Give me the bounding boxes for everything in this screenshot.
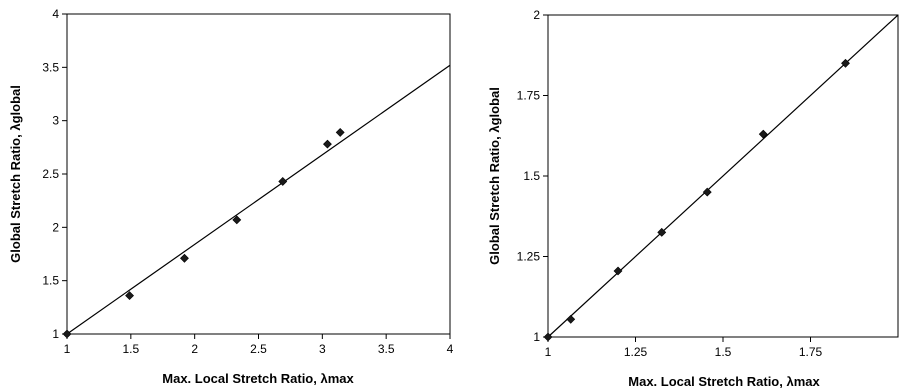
y-tick-label: 1.75 [517,89,541,103]
chart-right: 1 1.25 1.5 1.75 1 1.25 1.5 1.75 2 Max. Local St… [487,8,899,388]
y-tick-label: 1.5 [42,274,59,288]
y-tick-label: 1 [52,327,59,341]
x-tick-label: 3 [319,342,326,356]
data-point-diamond [566,314,576,324]
data-point-diamond [232,215,242,225]
data-point-diamond [702,187,712,197]
data-point-diamond [543,332,553,342]
y-tick-label: 1 [533,330,540,344]
data-point-diamond [125,291,134,301]
x-tick-label: 1.75 [799,345,823,359]
chart-left: 1 1.5 2 2.5 3 3.5 4 1 1.5 2 2.5 3 3.5 4 Max. Local S… [8,7,454,386]
y-tick-label: 2.5 [42,167,59,181]
x-ticks-right: 1 1.25 1.5 1.75 [545,337,823,359]
y-tick-label: 4 [52,7,59,21]
data-point-diamond [180,253,189,263]
data-point-diamond [335,127,345,137]
fit-line [547,14,899,338]
data-point-diamond [657,227,667,237]
marks-left [62,64,451,339]
y-tick-label: 1.25 [517,250,541,264]
x-tick-label: 1.5 [715,345,732,359]
x-ticks-left: 1 1.5 2 2.5 3 3.5 4 [64,334,454,356]
x-tick-label: 2.5 [250,342,267,356]
y-ticks-left: 1 1.5 2 2.5 3 3.5 4 [42,7,67,341]
x-tick-label: 1 [64,342,71,356]
fit-line [66,64,451,335]
data-point-diamond [613,266,623,276]
y-axis-title-right: Global Stretch Ratio, λglobal [487,87,502,265]
y-tick-label: 2 [52,220,59,234]
y-tick-label: 1.5 [523,169,540,183]
data-point-diamond [278,177,288,186]
y-tick-label: 3.5 [42,60,59,74]
data-point-diamond [323,139,332,149]
data-point-diamond [841,58,850,68]
x-axis-title-right: Max. Local Stretch Ratio, λmax [628,374,820,388]
y-tick-label: 3 [52,114,59,128]
data-point-diamond [62,329,72,339]
y-ticks-right: 1 1.25 1.5 1.75 2 [517,8,548,344]
x-axis-title-left: Max. Local Stretch Ratio, λmax [162,371,354,386]
data-point-diamond [758,129,768,139]
x-tick-label: 1 [545,345,552,359]
y-axis-title-left: Global Stretch Ratio, λglobal [8,85,23,263]
x-tick-label: 1.25 [624,345,648,359]
x-tick-label: 2 [191,342,198,356]
marks-right [543,14,899,342]
x-tick-label: 4 [447,342,454,356]
x-tick-label: 1.5 [122,342,139,356]
y-tick-label: 2 [533,8,540,22]
x-tick-label: 3.5 [378,342,395,356]
plot-area-left [66,13,451,335]
